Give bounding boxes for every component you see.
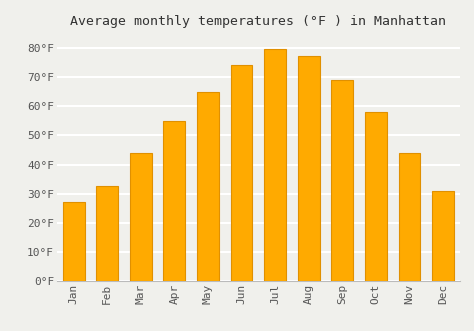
Bar [231, 65, 253, 281]
Bar [96, 186, 118, 281]
Title: Average monthly temperatures (°F ) in Manhattan: Average monthly temperatures (°F ) in Ma… [70, 15, 447, 28]
Bar [399, 153, 420, 281]
Bar [164, 121, 185, 281]
Bar [365, 112, 387, 281]
Bar [331, 80, 353, 281]
Bar [264, 49, 286, 281]
Bar [432, 191, 454, 281]
Bar [63, 203, 84, 281]
Bar [298, 57, 319, 281]
Bar [197, 91, 219, 281]
Bar [130, 153, 152, 281]
